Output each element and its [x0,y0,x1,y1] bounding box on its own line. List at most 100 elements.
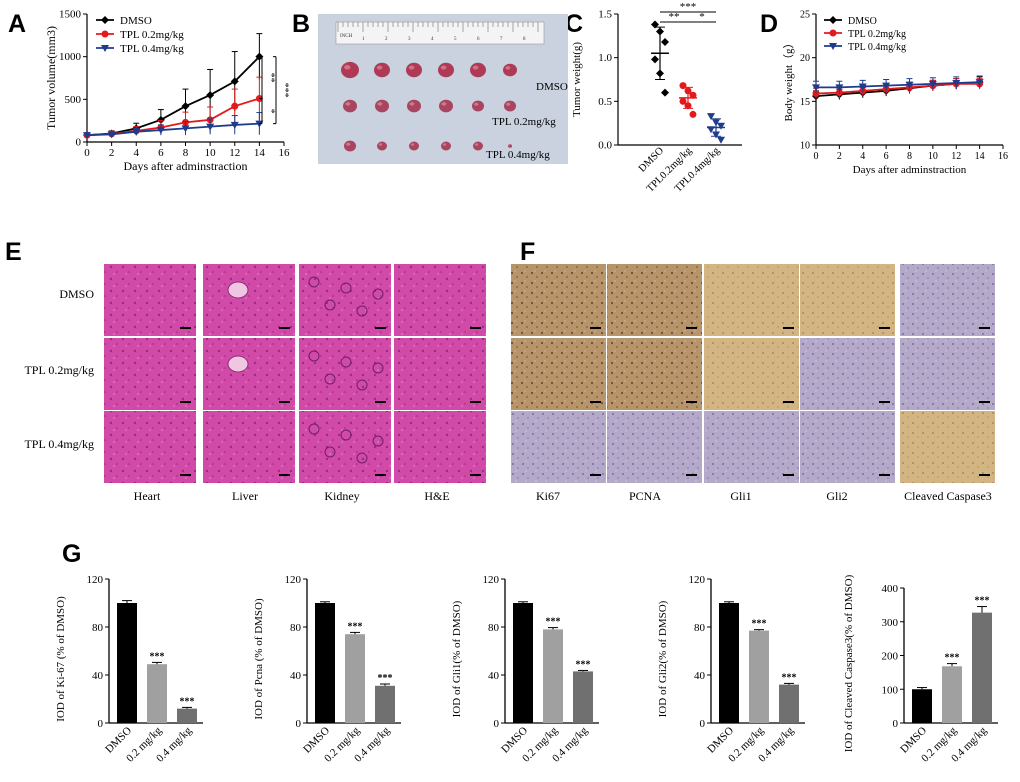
scale-bar [375,327,386,329]
scale-bar [783,327,794,329]
y-tick-label: 40 [694,670,706,682]
tumor-highlight [472,65,479,70]
sig-label: ** [265,73,276,83]
ihc-col-label-ki67: Ki67 [536,489,560,503]
photo-row-label-dmso: DMSO [536,81,568,93]
scale-bar [279,474,290,476]
data-point [181,125,190,133]
scale-bar [590,474,601,476]
bar [375,685,395,723]
data-point [181,102,190,111]
y-axis-label: Body weight（g） [782,37,795,121]
data-point [107,131,116,139]
scale-bar [783,401,794,403]
tumor-highlight [505,66,511,70]
tissue-glomerulus [308,350,320,362]
tumor-highlight [508,144,511,146]
tumor-highlight [408,65,415,70]
ihc-tissue-image [704,338,799,410]
ihc-tissue-image [800,338,895,410]
he-col-label-heart: Heart [134,489,161,503]
scale-bar [180,474,191,476]
tumor-sample [377,141,387,151]
bar [719,603,739,723]
tumor-highlight [409,102,415,106]
he-tissue-image [299,411,391,483]
tumor-highlight [474,143,479,146]
he-col-label-he: H&E [424,489,449,503]
ihc-tissue-image [900,338,995,410]
tissue-glomerulus [308,423,320,435]
data-point [928,80,937,88]
data-point [231,102,239,110]
data-point [712,119,720,127]
data-point [689,110,697,118]
tumor-sample [374,62,390,78]
bar [749,630,769,723]
data-point [952,79,961,87]
scale-bar [180,401,191,403]
ihc-tissue-image [704,411,799,483]
series-line [86,122,260,137]
tissue-vessel [227,355,249,373]
sig-label: *** [279,83,290,98]
data-point [679,82,687,90]
ruler-mark: 4 [431,37,434,42]
legend-marker [101,45,109,52]
tumor-sample [375,99,389,113]
sig-label: *** [752,619,767,630]
scale-bar [686,401,697,403]
x-tick-label: 14 [975,151,985,162]
ruler-ticks: 1 2 3 4 5 6 7 8 [337,22,539,42]
ihc-tissue-image [607,264,702,336]
group-0 [651,20,669,97]
y-tick-label: 15 [800,97,810,108]
y-axis-label: IOD of Gli2(% of DMSO) [657,600,669,717]
y-tick-label: 300 [882,617,899,629]
data-point [812,84,820,92]
sig-label: *** [975,596,990,607]
data-point [717,136,725,144]
he-tissue-image [394,338,486,410]
tissue-glomerulus [372,435,384,447]
scale-bar [879,474,890,476]
scale-bar [979,474,990,476]
tumor-photo: 1 2 3 4 5 6 7 8 INCH DMSO TPL 0.2mg/kg TPL 0.4m… [318,14,568,164]
he-tissue-image [394,264,486,336]
tissue-glomerulus [372,288,384,300]
group-1 [679,82,697,118]
data-point [156,115,165,124]
ruler-mark: 6 [477,37,480,42]
ruler-unit-label: INCH [340,34,353,39]
tumor-sample [438,62,454,78]
legend-label: DMSO [848,16,877,27]
scale-bar [470,327,481,329]
legend-marker [101,30,109,38]
scale-bar [180,327,191,329]
tumor-sample [344,140,356,152]
tissue-vessel [227,281,249,299]
legend-label: TPL 0.2mg/kg [848,29,906,40]
tumor-sample [470,62,486,78]
x-tick-label: 8 [183,147,189,159]
he-tissue-image [203,338,295,410]
x-tick-label: 4 [860,151,865,162]
panel-label-c: C [565,10,583,38]
data-point [684,87,692,95]
sig-label: *** [945,653,960,664]
tumor-sample [409,141,419,151]
scale-bar [783,474,794,476]
x-tick-label: 10 [928,151,938,162]
data-point [905,81,914,89]
y-tick-label: 120 [483,574,500,586]
x-tick-label: 14 [254,147,266,159]
x-axis-label: Days after adminstraction [853,164,967,176]
x-tick-label: 10 [205,147,217,159]
y-axis-label: Tumor volume(mm3) [44,26,58,130]
ihc-tissue-image [511,264,606,336]
ihc-col-label-caspase3: Cleaved Caspase3 [904,489,992,503]
x-axis-label: Days after adminstraction [124,159,248,173]
x-tick-label: 0 [84,147,90,159]
